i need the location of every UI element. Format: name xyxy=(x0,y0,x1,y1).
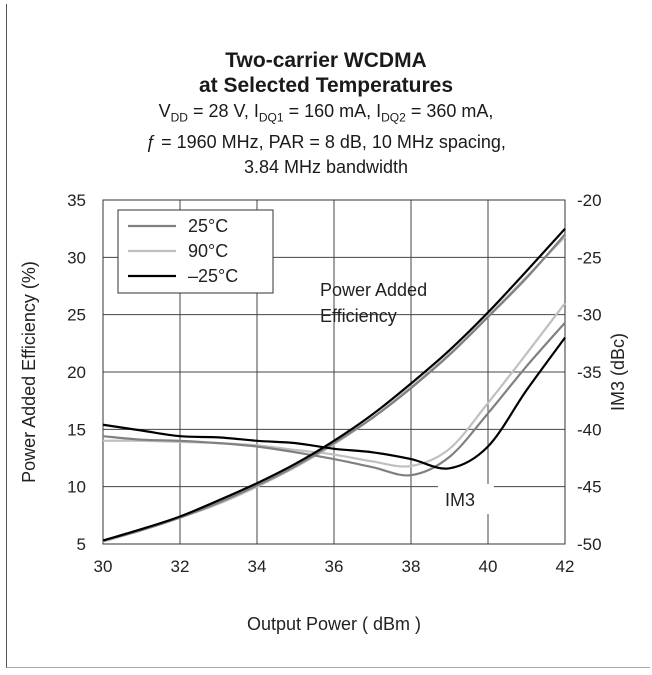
x-tick-label: 34 xyxy=(248,557,267,576)
x-tick-label: 36 xyxy=(325,557,344,576)
legend-label: –25°C xyxy=(188,266,238,286)
chart-subtitle-line2: ƒ = 1960 MHz, PAR = 8 dB, 10 MHz spacing… xyxy=(146,132,506,152)
legend-label: 25°C xyxy=(188,216,228,236)
y-right-tick-label: -25 xyxy=(577,248,602,267)
series-group xyxy=(102,227,566,543)
x-axis-label: Output Power ( dBm ) xyxy=(247,614,421,634)
y-right-tick-label: -30 xyxy=(577,306,602,325)
y-right-tick-label: -40 xyxy=(577,420,602,439)
x-tick-label: 30 xyxy=(94,557,113,576)
y-left-tick-label: 30 xyxy=(67,248,86,267)
y-left-tick-label: 20 xyxy=(67,363,86,382)
y-left-tick-label: 25 xyxy=(67,306,86,325)
chart-frame xyxy=(6,4,650,668)
y-right-tick-label: -35 xyxy=(577,363,602,382)
x-tick-label: 32 xyxy=(171,557,190,576)
chart-title-line1: Two-carrier WCDMA xyxy=(225,49,427,72)
chart-subtitle-line1: VDD = 28 V, IDQ1 = 160 mA, IDQ2 = 360 mA… xyxy=(158,101,494,125)
chart-title-line2: at Selected Temperatures xyxy=(198,74,454,97)
y-left-axis-label: Power Added Efficiency (%) xyxy=(19,261,39,483)
plot-border xyxy=(102,199,566,545)
annotation-pae-line1: Power Added xyxy=(320,280,427,300)
y-left-tick-labels: 5 10 15 20 25 30 35 xyxy=(67,191,86,554)
y-right-axis-label: IM3 (dBc) xyxy=(608,333,628,411)
x-tick-label: 42 xyxy=(556,557,575,576)
x-tick-label: 38 xyxy=(402,557,421,576)
series-line-im3-25C xyxy=(102,321,566,477)
y-right-tick-label: -50 xyxy=(577,535,602,554)
legend: 25°C 90°C –25°C xyxy=(128,216,238,286)
x-tick-label: 40 xyxy=(479,557,498,576)
y-left-tick-label: 35 xyxy=(67,191,86,210)
series-line-im3-25C xyxy=(102,336,566,470)
annotation-pae-line2: Efficiency xyxy=(320,306,397,326)
annotation-im3-bg xyxy=(438,484,494,514)
y-right-tick-label: -20 xyxy=(577,191,602,210)
y-right-tick-labels: -50 -45 -40 -35 -30 -25 -20 xyxy=(577,191,602,554)
y-right-tick-label: -45 xyxy=(577,478,602,497)
chart-subtitle-line3: 3.84 MHz bandwidth xyxy=(243,157,409,177)
series-line-pae-25C xyxy=(102,227,566,542)
y-left-tick-label: 5 xyxy=(77,535,86,554)
annotation-im3: IM3 xyxy=(445,490,475,510)
x-tick-labels: 30 32 34 36 38 40 42 xyxy=(94,557,575,576)
legend-label: 90°C xyxy=(188,241,228,261)
y-left-tick-label: 10 xyxy=(67,478,86,497)
y-left-tick-label: 15 xyxy=(67,420,86,439)
